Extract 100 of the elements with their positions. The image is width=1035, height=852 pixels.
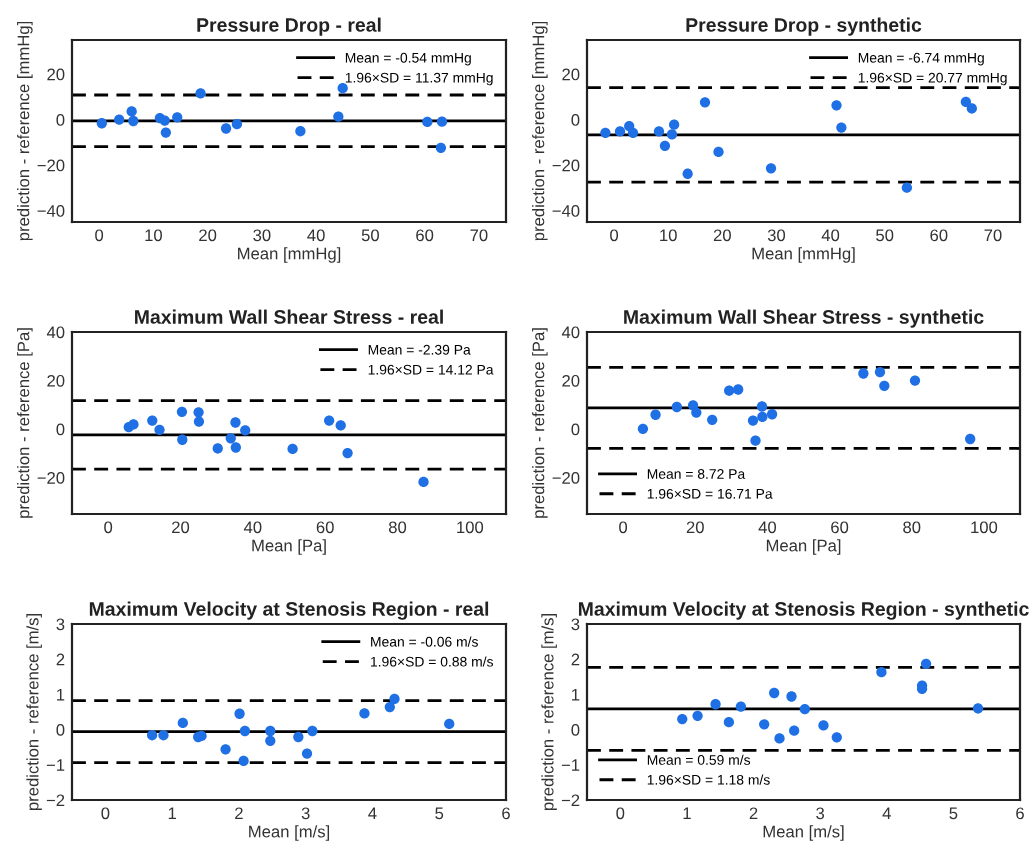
x-tick-label: 20 (713, 229, 731, 242)
point (965, 433, 976, 445)
point (342, 447, 353, 459)
point (159, 115, 170, 126)
chart-title: Maximum Velocity at Stenosis Region - synthetic (578, 601, 1029, 620)
x-tick-label: 10 (660, 229, 677, 242)
x-tick-label: 3 (816, 807, 825, 820)
x-tick-label: 60 (316, 521, 334, 534)
y-axis-title: prediction - reference [m/s] (541, 614, 557, 811)
point (176, 406, 188, 417)
chart-title: Maximum Wall Shear Stress - real (135, 309, 443, 324)
y-tick-label: 0 (571, 114, 580, 126)
point (114, 114, 125, 125)
x-axis-title: Mean [Pa] (252, 539, 326, 555)
point (874, 366, 886, 378)
x-tick-label: 2 (235, 807, 243, 820)
point (240, 425, 251, 436)
point (293, 731, 304, 743)
x-tick-label: 6 (502, 807, 510, 820)
chart-title: Pressure Drop - real (197, 17, 381, 36)
point (359, 708, 370, 719)
point (614, 126, 626, 137)
point (671, 401, 682, 413)
point (193, 407, 204, 418)
y-axis-title: prediction - reference [Pa] (532, 328, 548, 518)
point (637, 423, 649, 434)
point (750, 435, 761, 446)
point (239, 725, 251, 737)
x-tick-label: 70 (984, 229, 1002, 242)
y-tick-label: 1 (57, 688, 65, 701)
y-tick-label: 3 (56, 618, 65, 631)
y-tick-label: 40 (561, 326, 580, 339)
y-axis-title: prediction - reference [mmHg] (17, 21, 33, 241)
point (831, 100, 842, 111)
x-tick-label: 40 (243, 521, 262, 534)
point (307, 725, 318, 737)
point (901, 182, 913, 193)
x-tick-label: 6 (1016, 807, 1024, 820)
point (435, 142, 447, 153)
x-tick-label: 0 (95, 229, 104, 242)
point (238, 755, 249, 767)
x-tick-label: 50 (361, 229, 379, 242)
point (234, 708, 245, 719)
point (154, 424, 165, 435)
point (418, 476, 429, 488)
point (160, 127, 171, 138)
x-tick-label: 80 (903, 521, 921, 534)
point (677, 713, 688, 725)
legend-label: Mean = 8.72 Pa (647, 469, 746, 479)
point (389, 693, 400, 705)
y-tick-label: 0 (571, 423, 580, 436)
point (225, 433, 236, 444)
y-tick-label: −20 (552, 472, 580, 484)
x-axis-title: Mean [mmHg] (752, 247, 855, 263)
y-tick-label: −2 (46, 794, 65, 807)
x-axis-title: Mean [m/s] (249, 825, 330, 841)
point (786, 691, 797, 702)
point (193, 416, 205, 427)
point (659, 140, 671, 151)
point (909, 375, 921, 386)
point (422, 116, 433, 128)
point (774, 733, 785, 744)
point (769, 687, 780, 699)
x-tick-label: 1 (168, 807, 176, 820)
legend-label: 1.96×SD = 11.37 mmHg (345, 72, 493, 86)
point (295, 126, 306, 137)
point (766, 409, 778, 420)
y-tick-label: −40 (552, 205, 580, 217)
x-tick-label: 60 (416, 229, 434, 242)
y-tick-label: 1 (572, 688, 580, 701)
point (128, 419, 139, 430)
point (444, 718, 455, 730)
legend-label: 1.96×SD = 0.88 m/s (371, 656, 493, 667)
point (177, 717, 188, 729)
x-axis-title: Mean [Pa] (766, 539, 841, 555)
x-tick-label: 1 (683, 807, 691, 820)
y-tick-label: 0 (56, 724, 65, 736)
point (723, 717, 735, 728)
point (287, 443, 298, 455)
legend-label: 1.96×SD = 20.77 mmHg (858, 72, 1007, 86)
x-tick-label: 30 (767, 229, 786, 242)
y-axis-title: prediction - reference [m/s] (26, 614, 42, 811)
point (653, 126, 665, 137)
point (230, 442, 241, 453)
point (707, 414, 718, 425)
point (692, 710, 703, 722)
y-axis-title: prediction - reference [Pa] (17, 328, 33, 518)
legend-label: Mean = -0.06 m/s (371, 636, 478, 647)
point (231, 119, 243, 130)
point (747, 415, 759, 426)
x-tick-label: 20 (199, 229, 217, 242)
x-tick-label: 60 (930, 229, 948, 242)
point (335, 420, 346, 431)
point (600, 127, 611, 138)
point (789, 725, 800, 736)
x-tick-label: 50 (876, 229, 894, 242)
legend-label: Mean = 0.59 m/s (647, 754, 751, 765)
point (146, 730, 158, 741)
chart-title: Maximum Velocity at Stenosis Region - real (89, 601, 489, 620)
point (436, 116, 448, 127)
